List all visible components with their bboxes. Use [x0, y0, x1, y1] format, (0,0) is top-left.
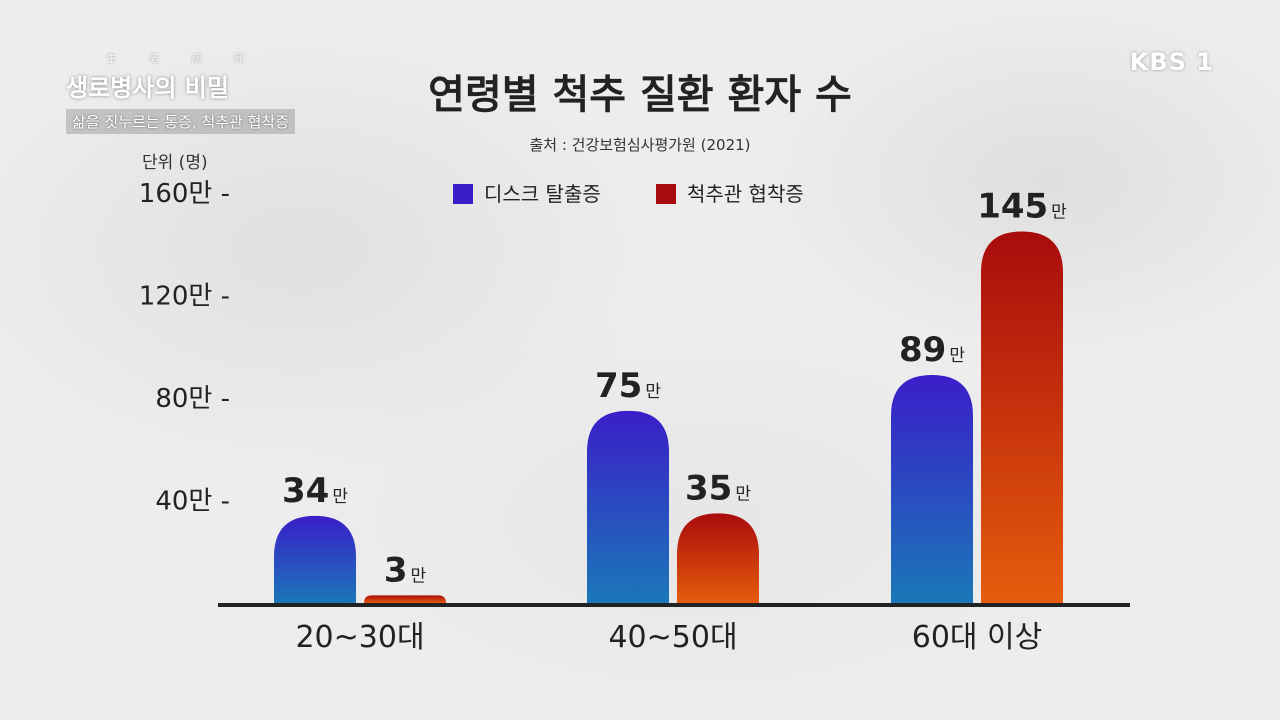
bar-value-label: 145 만	[977, 186, 1067, 226]
y-tick-label: 40만 -	[155, 487, 230, 517]
x-category-label: 20~30대	[295, 620, 424, 655]
show-logo: 生 老 病 死 생로병사의 비밀 삶을 짓누르는 통증, 척추관 협착증	[66, 50, 316, 134]
bar-value-label: 34 만	[282, 471, 348, 511]
x-axis: 20~30대 40~50대 60대 이상	[295, 620, 1042, 655]
legend-label-disc: 디스크 탈출증	[484, 182, 601, 206]
unit-label: 단위 (명)	[142, 153, 208, 173]
channel-logo: KBS 1	[1129, 48, 1214, 76]
y-axis: 40만 - 80만 - 120만 - 160만 -	[139, 179, 230, 517]
bar-labels: 34 만 3 만 75 만 35 만 89 만 145 만	[282, 186, 1067, 590]
legend: 디스크 탈출증 척추관 협착증	[453, 182, 804, 206]
legend-swatch-disc	[453, 184, 473, 204]
chart-title: 연령별 척추 질환 환자 수	[428, 72, 852, 118]
y-tick-label: 160만 -	[139, 179, 230, 209]
bars	[274, 231, 1063, 603]
episode-subtitle: 삶을 짓누르는 통증, 척추관 협착증	[66, 109, 296, 134]
legend-label-stenosis: 척추관 협착증	[687, 182, 804, 206]
chart-source: 출처 : 건강보험심사평가원 (2021)	[529, 136, 750, 154]
y-tick-label: 80만 -	[155, 384, 230, 414]
bar-value-label: 35 만	[685, 468, 751, 508]
bar-disc	[891, 374, 973, 603]
x-category-label: 40~50대	[608, 620, 737, 655]
bar-disc	[587, 410, 669, 603]
bar-value-label: 89 만	[899, 330, 965, 370]
bar-stenosis	[364, 595, 446, 603]
show-title: 생로병사의 비밀	[66, 74, 229, 102]
bar-disc	[274, 515, 356, 603]
bar-value-label: 75 만	[595, 366, 661, 406]
x-category-label: 60대 이상	[912, 620, 1043, 655]
y-tick-label: 120만 -	[139, 282, 230, 312]
bar-stenosis	[677, 513, 759, 603]
legend-swatch-stenosis	[656, 184, 676, 204]
show-tagline: 生 老 病 死	[106, 52, 259, 65]
bar-stenosis	[981, 231, 1063, 603]
